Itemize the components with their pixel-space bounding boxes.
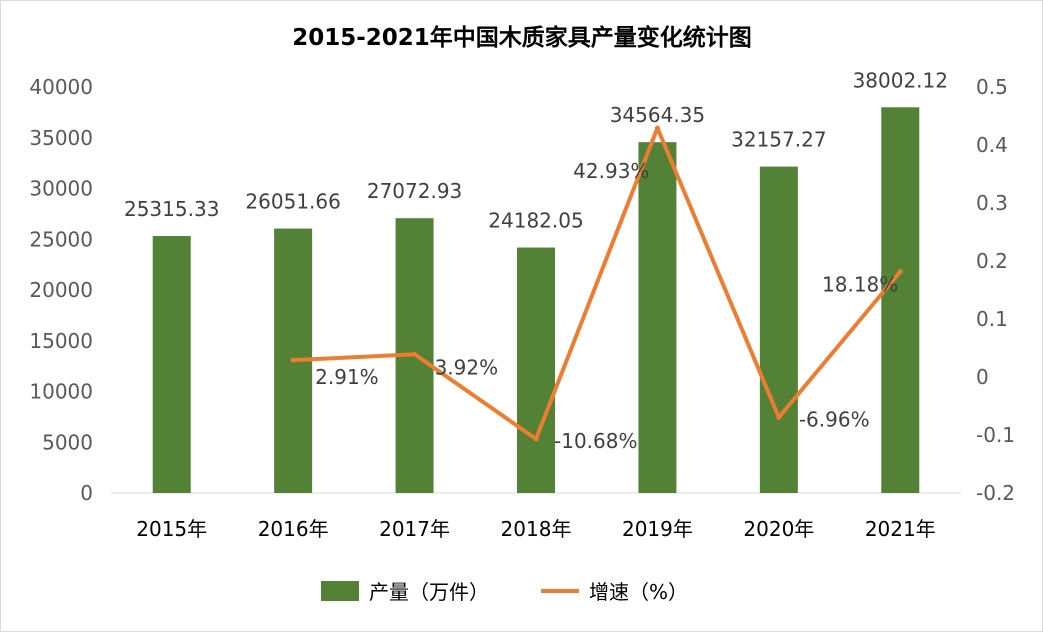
bar — [638, 142, 677, 493]
bar-series — [152, 107, 920, 494]
legend-bar-label: 产量（万件） — [369, 580, 489, 604]
right-tick-label: 0.3 — [976, 191, 1008, 215]
line-point — [654, 125, 660, 131]
right-tick-label: 0.1 — [976, 307, 1008, 331]
line-point — [412, 351, 418, 357]
left-tick-label: 40000 — [29, 75, 93, 99]
bar — [517, 247, 555, 493]
line-point — [533, 436, 539, 442]
right-tick-label: -0.1 — [976, 423, 1015, 447]
left-tick-label: 10000 — [29, 380, 93, 404]
line-value-label: 2.91% — [315, 365, 379, 389]
right-tick-label: 0.4 — [976, 133, 1008, 157]
category-label: 2020年 — [743, 517, 814, 541]
category-label: 2018年 — [501, 517, 572, 541]
left-tick-label: 35000 — [29, 126, 93, 150]
bar-value-label: 24182.05 — [488, 209, 583, 233]
bar-value-label: 25315.33 — [124, 197, 219, 221]
line-value-label: 42.93% — [573, 159, 649, 183]
line-value-label: -6.96% — [799, 407, 870, 431]
bar-value-label: 34564.35 — [610, 103, 705, 127]
bar — [152, 236, 191, 493]
left-tick-label: 5000 — [42, 430, 93, 454]
bar-value-label: 32157.27 — [731, 128, 826, 152]
right-axis: -0.2 -0.1 0 0.1 0.2 0.3 0.4 0.5 — [976, 75, 1015, 505]
chart-title: 2015-2021年中国木质家具产量变化统计图 — [292, 24, 752, 51]
right-tick-label: -0.2 — [976, 481, 1015, 505]
bar-value-label: 27072.93 — [367, 179, 462, 203]
category-label: 2017年 — [379, 517, 450, 541]
left-tick-label: 20000 — [29, 278, 93, 302]
left-tick-label: 0 — [80, 481, 93, 505]
bar — [881, 107, 920, 494]
line-point — [290, 357, 296, 363]
bar-value-label: 26051.66 — [245, 190, 340, 214]
legend: 产量（万件） 增速（%） — [321, 580, 688, 604]
bar-value-label: 38002.12 — [853, 68, 948, 92]
legend-line-label: 增速（%） — [589, 580, 688, 604]
bar-data-labels: 25315.33 26051.66 27072.93 24182.05 34564.35… — [124, 68, 948, 232]
right-tick-label: 0.2 — [976, 249, 1008, 273]
line-point — [897, 269, 903, 275]
left-axis: 0 5000 10000 15000 20000 25000 30000 35000 40000 — [29, 75, 93, 505]
category-label: 2015年 — [136, 517, 207, 541]
left-tick-label: 15000 — [29, 329, 93, 353]
left-tick-label: 25000 — [29, 227, 93, 251]
bar — [759, 166, 798, 494]
category-label: 2021年 — [865, 517, 936, 541]
right-tick-label: 0 — [976, 365, 989, 389]
line-value-label: 3.92% — [435, 355, 499, 379]
line-value-label: 18.18% — [822, 273, 898, 297]
right-tick-label: 0.5 — [976, 75, 1008, 99]
growth-line — [291, 126, 903, 441]
line-series — [290, 125, 903, 442]
line-point — [776, 414, 782, 420]
line-value-label: -10.68% — [554, 429, 637, 453]
legend-bar-swatch — [321, 581, 359, 601]
line-data-labels: 2.91% 3.92% -10.68% 42.93% -6.96% 18.18% — [315, 159, 898, 453]
category-label: 2016年 — [258, 517, 329, 541]
category-labels: 2015年 2016年 2017年 2018年 2019年 2020年 2021年 — [136, 517, 935, 541]
category-label: 2019年 — [622, 517, 693, 541]
left-tick-label: 30000 — [29, 177, 93, 201]
